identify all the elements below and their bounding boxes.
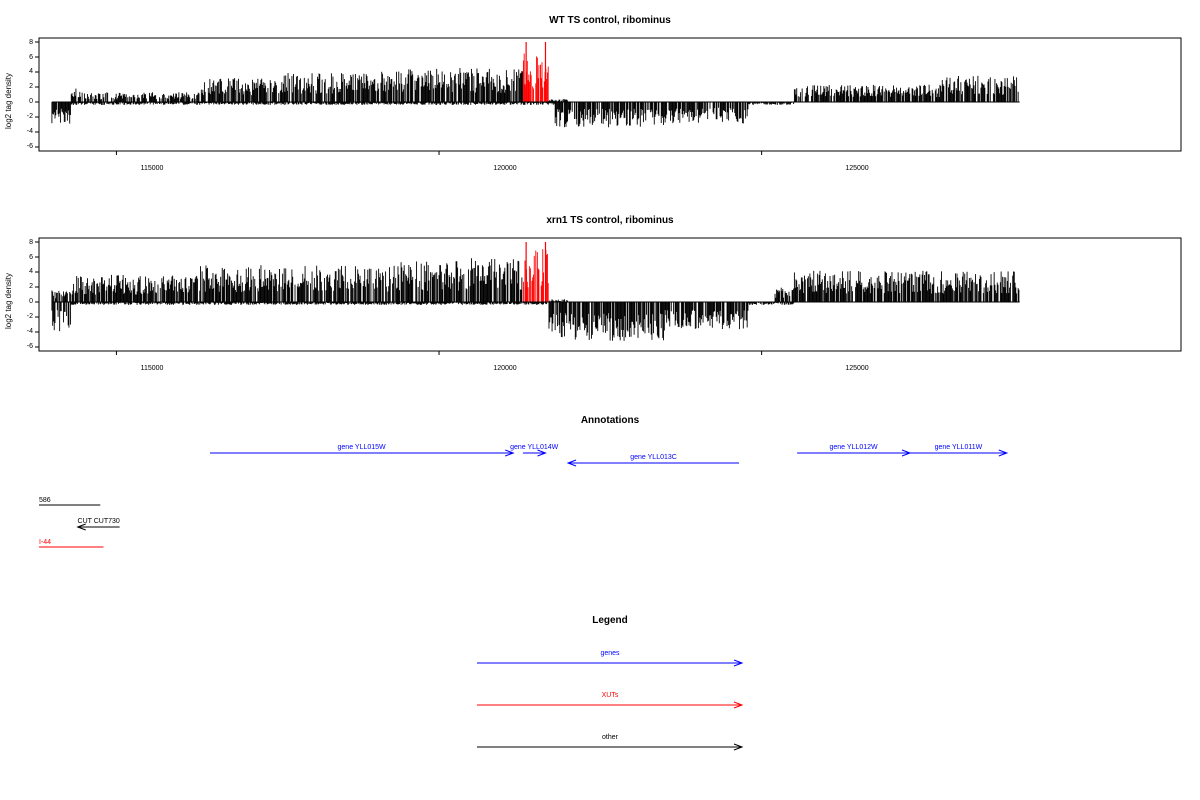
legend-title: Legend	[592, 615, 628, 626]
x-tick-label: 125000	[845, 365, 868, 372]
gene-label: gene YLL013C	[630, 454, 677, 461]
legend: Legend genes XUTs other	[477, 615, 744, 751]
x-tick-label: 115000	[141, 365, 164, 372]
panel-title: xrn1 TS control, ribominus	[546, 215, 674, 226]
bars	[35, 241, 1020, 355]
y-tick-label: -6	[27, 143, 33, 150]
y-tick-label: 2	[29, 283, 33, 290]
y-axis-label: log2 tag density	[4, 73, 13, 129]
y-tick-label: -4	[27, 328, 33, 335]
y-tick-label: -4	[27, 128, 33, 135]
arrowhead	[733, 701, 744, 709]
y-tick-label: -2	[27, 113, 33, 120]
y-tick-label: 0	[29, 298, 33, 305]
bars	[35, 41, 1020, 155]
panel-xrn1: xrn1 TS control, ribominus log2 tag dens…	[4, 215, 1182, 372]
y-tick-labels: 8 6 4 2 0 -2 -4 -6	[27, 239, 33, 350]
legend-items: genes XUTs other	[477, 650, 744, 751]
gene-label: gene YLL011W	[935, 444, 983, 451]
arrowhead	[733, 659, 744, 667]
arrowhead	[537, 449, 547, 457]
annotation-other: 586 CUT CUT730 I-44	[39, 497, 120, 548]
x-tick-label: 115000	[141, 165, 164, 172]
annotations-title: Annotations	[581, 415, 640, 426]
plot-frame	[38, 237, 1182, 352]
x-tick-labels: 115000 120000 125000	[141, 365, 869, 372]
panel-title: WT TS control, ribominus	[549, 15, 671, 26]
y-tick-label: 8	[29, 239, 33, 246]
y-tick-labels: 8 6 4 2 0 -2 -4 -6	[27, 39, 33, 150]
panel-wt: WT TS control, ribominus log2 tag densit…	[4, 15, 1182, 172]
arrowhead	[733, 743, 744, 751]
y-tick-label: 4	[29, 68, 33, 75]
y-tick-label: -6	[27, 343, 33, 350]
arrowhead	[566, 459, 577, 467]
feature-label: I-44	[39, 539, 51, 546]
y-tick-label: 2	[29, 83, 33, 90]
y-tick-label: 6	[29, 254, 33, 261]
x-tick-label: 120000	[493, 365, 516, 372]
legend-label: XUTs	[602, 692, 619, 699]
y-axis-label: log2 tag density	[4, 273, 13, 329]
arrowhead	[998, 449, 1009, 457]
feature-label: CUT CUT730	[78, 518, 120, 525]
x-tick-label: 125000	[845, 165, 868, 172]
feature-label: 586	[39, 497, 51, 504]
x-tick-label: 120000	[493, 165, 516, 172]
arrowhead	[76, 523, 86, 531]
y-tick-label: 4	[29, 268, 33, 275]
y-tick-label: -2	[27, 313, 33, 320]
x-tick-labels: 115000 120000 125000	[141, 165, 869, 172]
legend-label: other	[602, 734, 619, 741]
annotation-genes: gene YLL015W gene YLL014W gene YLL013C gene…	[209, 444, 1009, 467]
gene-label: gene YLL014W	[510, 444, 559, 451]
plot-frame	[38, 37, 1182, 152]
gene-label: gene YLL015W	[338, 444, 387, 451]
y-tick-label: 6	[29, 54, 33, 61]
annotations-panel: Annotations gene YLL015W gene YLL014Wgene…	[39, 415, 1009, 548]
y-tick-label: 8	[29, 39, 33, 46]
arrowhead	[505, 449, 515, 457]
gene-label: gene YLL012W	[829, 444, 878, 451]
y-tick-label: 0	[29, 98, 33, 105]
legend-label: genes	[600, 650, 620, 657]
